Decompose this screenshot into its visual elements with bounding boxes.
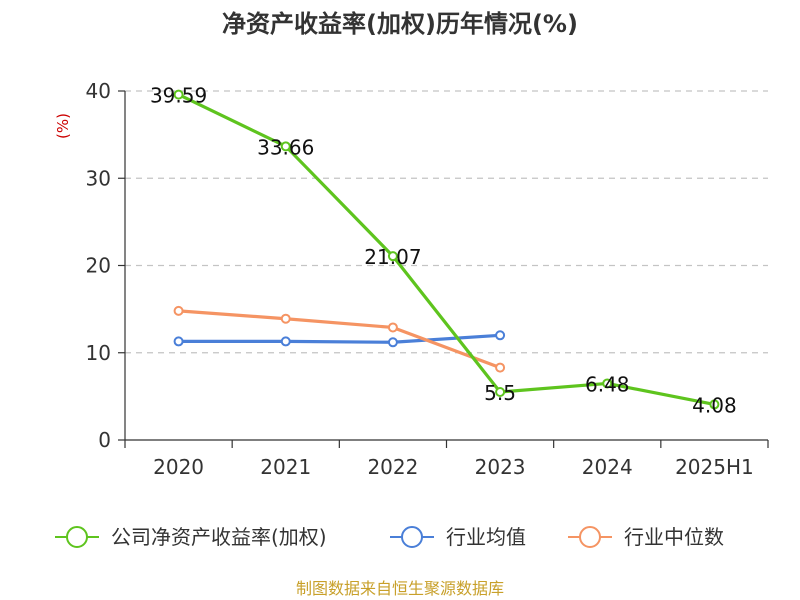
legend-marker (401, 526, 423, 548)
legend-label: 公司净资产收益率(加权) (111, 525, 327, 549)
data-point (280, 336, 291, 347)
x-tick-label: 2023 (475, 455, 526, 479)
axes: 0 10 20 30 40 2020 2021 2022 2023 2024 2025H1 (86, 79, 769, 479)
data-point (709, 399, 720, 410)
data-labels: 39.59 33.66 21.07 5.5 6.48 4.08 (150, 84, 737, 418)
y-tick-label: 30 (86, 166, 111, 190)
y-tick-label: 40 (86, 79, 111, 103)
chart-title: 净资产收益率(加权)历年情况(%) (222, 10, 578, 38)
data-point (495, 362, 506, 373)
data-point (173, 305, 184, 316)
y-axis-label: (%) (54, 113, 72, 139)
legend[interactable]: 公司净资产收益率(加权) 行业均值 行业中位数 (55, 525, 724, 549)
data-point (280, 313, 291, 324)
data-point (173, 89, 184, 100)
series-line (176, 92, 717, 407)
series-layer (173, 89, 720, 410)
data-point (280, 141, 291, 152)
y-tick-label: 0 (98, 428, 111, 452)
legend-item[interactable]: 公司净资产收益率(加权) (55, 525, 327, 549)
source-note: 制图数据来自恒生聚源数据库 (296, 579, 504, 598)
y-tick-label: 10 (86, 341, 111, 365)
data-label: 6.48 (585, 372, 630, 396)
legend-label: 行业中位数 (624, 525, 724, 549)
data-label: 5.5 (484, 381, 516, 405)
x-tick-label: 2021 (260, 455, 311, 479)
data-label: 33.66 (257, 135, 314, 159)
data-point (495, 330, 506, 341)
legend-marker (579, 526, 601, 548)
x-tick-label: 2020 (153, 455, 204, 479)
x-tick-label: 2024 (582, 455, 633, 479)
data-point (387, 337, 398, 348)
data-label: 21.07 (364, 245, 421, 269)
data-point (602, 378, 613, 389)
y-tick-label: 20 (86, 254, 111, 278)
data-label: 4.08 (692, 393, 737, 417)
x-tick-label: 2025H1 (675, 455, 754, 479)
legend-item[interactable]: 行业均值 (390, 525, 526, 549)
series-line (176, 333, 502, 344)
data-point (173, 336, 184, 347)
data-label: 39.59 (150, 84, 207, 108)
legend-marker (66, 526, 88, 548)
legend-label: 行业均值 (446, 525, 526, 549)
data-point (387, 251, 398, 262)
data-point (387, 322, 398, 333)
legend-item[interactable]: 行业中位数 (568, 525, 724, 549)
grid (125, 90, 768, 354)
x-tick-label: 2022 (367, 455, 418, 479)
series-line (176, 309, 502, 370)
data-point (495, 387, 506, 398)
